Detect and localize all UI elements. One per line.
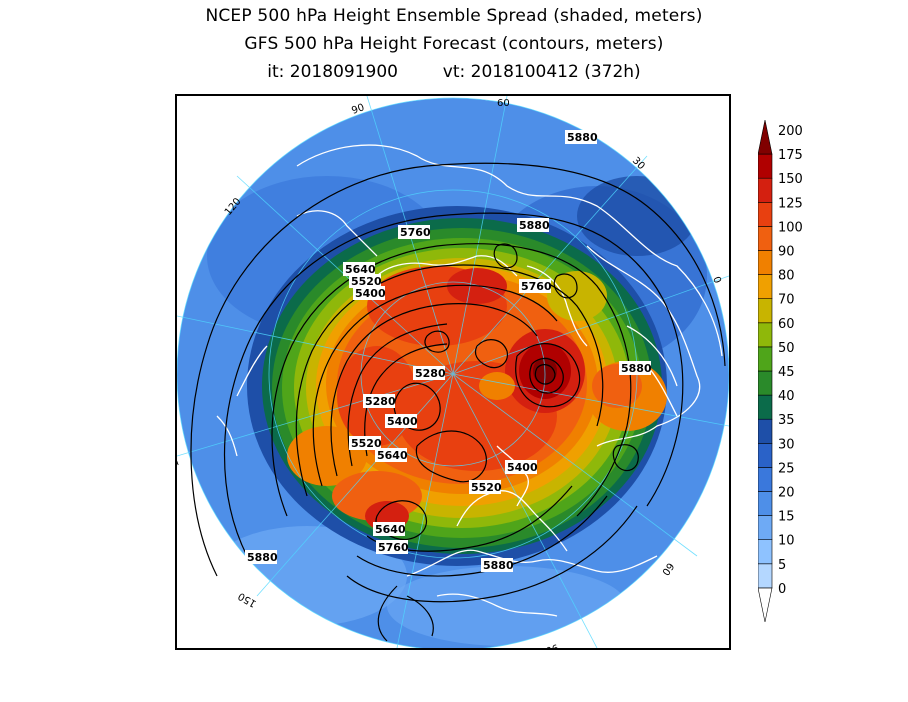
colorbar-swatch <box>758 442 773 468</box>
contour-label: 5640 <box>377 449 408 462</box>
contour-label: 5280 <box>365 395 396 408</box>
map-frame: 5880 5880 5760 5640 5520 5400 5760 5880 … <box>175 94 731 650</box>
colorbar-swatch <box>758 467 773 492</box>
colorbar-swatch <box>758 539 773 565</box>
lon-label: 90 <box>544 641 560 648</box>
height-contours <box>190 162 726 642</box>
contour-label: 5520 <box>351 437 382 450</box>
colorbar-tick-label: 45 <box>778 365 795 380</box>
contour-label: 5640 <box>345 263 376 276</box>
colorbar-tick-label: 0 <box>778 582 786 597</box>
contour-label: 5880 <box>621 362 652 375</box>
title-line-3: it: 2018091900 vt: 2018100412 (372h) <box>0 62 908 82</box>
colorbar-swatch <box>758 298 773 324</box>
lon-label: 30 <box>728 426 729 440</box>
colorbar-swatch <box>758 322 773 348</box>
contour-label: 5880 <box>567 131 598 144</box>
contour-label: 5880 <box>519 219 550 232</box>
colorbar-swatch <box>758 515 773 541</box>
contour-label: 5880 <box>247 551 278 564</box>
contour-label: 5760 <box>521 280 552 293</box>
colorbar-swatch <box>758 274 773 300</box>
colorbar-swatch <box>758 587 773 623</box>
colorbar: 0 5 10 15 20 25 30 35 40 45 50 60 70 80 90 100 125 150 175… <box>758 119 803 623</box>
colorbar-tick-label: 150 <box>778 172 803 187</box>
lon-label: 60 <box>659 560 675 577</box>
colorbar-tick-label: 70 <box>778 293 795 308</box>
lon-label: 150 <box>177 305 178 324</box>
colorbar-tick-label: 175 <box>778 148 803 163</box>
colorbar-tick-label: 80 <box>778 269 795 284</box>
valid-time: vt: 2018100412 (372h) <box>442 62 641 82</box>
title-line-2: GFS 500 hPa Height Forecast (contours, m… <box>244 34 664 54</box>
contour-label: 5760 <box>400 226 431 239</box>
lon-label: 150 <box>236 590 258 609</box>
colorbar-tick-label: 15 <box>778 510 795 525</box>
colorbar-tick-label: 60 <box>778 317 795 332</box>
contour-label: 5280 <box>415 367 446 380</box>
coastlines <box>216 144 723 617</box>
colorbar-swatch <box>758 394 773 420</box>
colorbar-swatch <box>758 250 773 275</box>
contour-label: 5520 <box>351 275 382 288</box>
init-time: it: 2018091900 <box>267 62 398 82</box>
contour-label: 5520 <box>471 481 502 494</box>
colorbar-swatch <box>758 202 773 227</box>
colorbar-swatch <box>758 370 773 396</box>
colorbar-tick-label: 200 <box>778 124 803 139</box>
colorbar-swatch <box>758 346 773 372</box>
lon-label: 90 <box>350 102 366 117</box>
colorbar-tick-label: 40 <box>778 389 795 404</box>
polar-map: 5880 5880 5760 5640 5520 5400 5760 5880 … <box>177 96 729 648</box>
colorbar-tick-label: 20 <box>778 486 795 501</box>
title-line-1: NCEP 500 hPa Height Ensemble Spread (sha… <box>205 6 703 26</box>
contour-label: 5400 <box>387 415 418 428</box>
colorbar-swatch <box>758 226 773 251</box>
contour-label: 5760 <box>378 541 409 554</box>
colorbar-swatch <box>758 491 773 516</box>
colorbar-tick-label: 50 <box>778 341 795 356</box>
graticule <box>177 96 729 648</box>
colorbar-swatch <box>758 563 773 589</box>
lon-label: 0 <box>710 275 723 285</box>
colorbar-tick-label: 10 <box>778 534 795 549</box>
lon-label: 180 <box>177 447 182 469</box>
contour-label: 5400 <box>355 287 386 300</box>
contour-label: 5640 <box>375 523 406 536</box>
contour-labels: 5880 5880 5760 5640 5520 5400 5760 5880 … <box>245 130 652 572</box>
colorbar-tick-label: 35 <box>778 413 795 428</box>
contour-label: 5880 <box>483 559 514 572</box>
colorbar-swatch <box>758 418 773 444</box>
contour-label: 5400 <box>507 461 538 474</box>
lon-label: 60 <box>497 98 510 109</box>
colorbar-tick-label: 125 <box>778 196 803 211</box>
colorbar-tick-label: 100 <box>778 220 803 235</box>
colorbar-swatch <box>758 177 773 203</box>
colorbar-swatch <box>758 153 773 179</box>
colorbar-tick-label: 30 <box>778 437 795 452</box>
colorbar-tick-label: 90 <box>778 245 795 260</box>
colorbar-tick-label: 5 <box>778 558 786 573</box>
colorbar-tick-label: 25 <box>778 461 795 476</box>
colorbar-swatch <box>758 119 773 155</box>
